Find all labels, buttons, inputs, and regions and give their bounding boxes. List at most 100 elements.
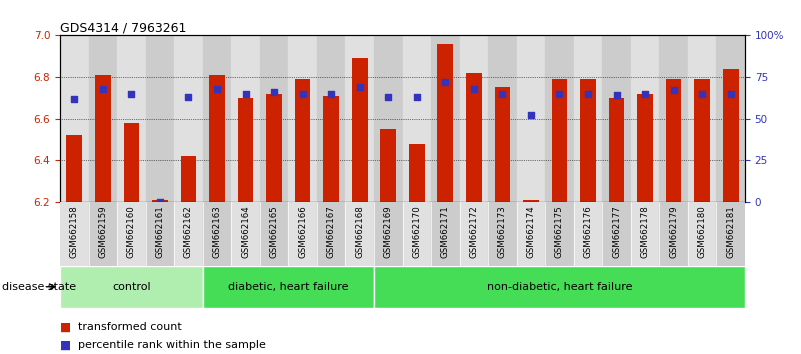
Bar [602, 35, 630, 202]
Bar [630, 35, 659, 202]
Point [638, 91, 651, 96]
Point [382, 94, 395, 100]
Bar [402, 35, 431, 202]
Text: GSM662181: GSM662181 [727, 205, 735, 258]
Bar [152, 200, 167, 202]
Point [182, 94, 195, 100]
Point [68, 96, 81, 102]
Bar [345, 35, 374, 202]
Bar [723, 69, 739, 202]
Bar [688, 35, 716, 202]
Point [324, 91, 337, 96]
Text: GSM662179: GSM662179 [669, 205, 678, 258]
Bar [688, 202, 716, 266]
Bar [659, 202, 688, 266]
Bar [545, 202, 574, 266]
Bar [494, 87, 510, 202]
Text: GSM662160: GSM662160 [127, 205, 136, 258]
Point [239, 91, 252, 96]
Text: GSM662177: GSM662177 [612, 205, 621, 258]
Bar [609, 98, 624, 202]
Point [96, 86, 109, 91]
Text: GSM662170: GSM662170 [413, 205, 421, 258]
Text: transformed count: transformed count [78, 322, 183, 332]
Bar [638, 93, 653, 202]
Bar [466, 73, 481, 202]
Bar [602, 202, 631, 266]
Text: percentile rank within the sample: percentile rank within the sample [78, 340, 267, 350]
Bar [488, 202, 517, 266]
Point [125, 91, 138, 96]
Bar [460, 202, 488, 266]
Text: ■: ■ [60, 339, 71, 352]
Bar [174, 35, 203, 202]
Point [582, 91, 594, 96]
Bar [117, 202, 146, 266]
Bar [352, 58, 368, 202]
Text: GSM662163: GSM662163 [212, 205, 222, 258]
Text: GSM662164: GSM662164 [241, 205, 250, 258]
Bar [431, 35, 460, 202]
Bar [288, 202, 317, 266]
Bar [694, 79, 710, 202]
Point [696, 91, 709, 96]
Point [525, 113, 537, 118]
Point [610, 92, 623, 98]
Text: GSM662167: GSM662167 [327, 205, 336, 258]
Bar [123, 123, 139, 202]
Bar [574, 202, 602, 266]
Bar [146, 202, 175, 266]
Bar [317, 35, 345, 202]
Point [496, 91, 509, 96]
Bar [295, 79, 311, 202]
Bar [174, 202, 203, 266]
Bar [716, 202, 745, 266]
Text: GSM662166: GSM662166 [298, 205, 307, 258]
Text: GSM662180: GSM662180 [698, 205, 706, 258]
Point [296, 91, 309, 96]
Bar [431, 202, 460, 266]
Bar [716, 35, 745, 202]
Bar [238, 98, 253, 202]
Bar [117, 35, 146, 202]
Text: GSM662175: GSM662175 [555, 205, 564, 258]
Bar [209, 75, 225, 202]
Point [667, 87, 680, 93]
Bar [403, 202, 431, 266]
Point [154, 199, 167, 205]
Bar [66, 135, 83, 202]
Text: GSM662161: GSM662161 [155, 205, 164, 258]
Text: GSM662159: GSM662159 [99, 205, 107, 258]
Bar [374, 266, 745, 308]
Point [724, 91, 737, 96]
Bar [545, 35, 574, 202]
Bar [60, 202, 89, 266]
Text: ■: ■ [60, 321, 71, 334]
Point [439, 79, 452, 85]
Text: GSM662169: GSM662169 [384, 205, 392, 258]
Bar [181, 156, 196, 202]
Bar [260, 202, 288, 266]
Bar [488, 35, 517, 202]
Bar [231, 35, 260, 202]
Text: GSM662165: GSM662165 [270, 205, 279, 258]
Bar [574, 35, 602, 202]
Bar [517, 202, 545, 266]
Text: GSM662162: GSM662162 [184, 205, 193, 258]
Text: GSM662172: GSM662172 [469, 205, 478, 258]
Bar [203, 202, 231, 266]
Bar [523, 200, 539, 202]
Bar [231, 202, 260, 266]
Bar [317, 202, 345, 266]
Bar [659, 35, 688, 202]
Bar [552, 79, 567, 202]
Text: GSM662158: GSM662158 [70, 205, 78, 258]
Bar [266, 93, 282, 202]
Point [211, 86, 223, 91]
Bar [437, 44, 453, 202]
Bar [324, 96, 339, 202]
Text: GDS4314 / 7963261: GDS4314 / 7963261 [60, 21, 187, 34]
Text: GSM662173: GSM662173 [498, 205, 507, 258]
Bar [409, 143, 425, 202]
Bar [260, 35, 288, 202]
